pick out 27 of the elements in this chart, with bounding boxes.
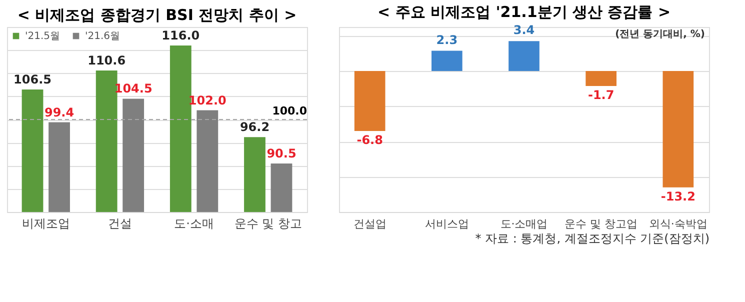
data-label: 90.5 xyxy=(266,146,296,160)
data-label: -13.2 xyxy=(660,189,696,204)
annotation: (전년 동기대비, %) xyxy=(615,29,705,40)
x-tick-label: 외식·숙박업 xyxy=(648,218,708,230)
text: * 자료 : 통계청, 계절조정지수 기준(잠정치) xyxy=(475,232,710,246)
data-label: 110.6 xyxy=(88,53,126,68)
x-tick-label: 도·소매 xyxy=(174,216,214,230)
data-label: 96.2 xyxy=(240,120,270,134)
legend-label: '21.6월 xyxy=(85,31,120,42)
x-tick-label: 건설업 xyxy=(353,218,386,230)
ref-line-label: 100.0 xyxy=(272,104,308,118)
x-tick-label: 비제조업 xyxy=(22,216,70,230)
x-tick-label: 서비스업 xyxy=(424,218,469,230)
x-tick-label: 운수 및 창고 xyxy=(234,216,302,230)
x-tick-label: 운수 및 창고업 xyxy=(564,218,638,230)
data-label: 106.5 xyxy=(14,72,52,86)
data-label: 3.4 xyxy=(513,23,535,38)
x-tick-label: 도·소매업 xyxy=(500,218,548,230)
chart-title: < 주요 비제조업 '21.1분기 생산 증감률 > xyxy=(377,3,671,22)
data-label: 116.0 xyxy=(162,28,200,42)
chart-title: < 비제조업 종합경기 BSI 전망치 추이 > xyxy=(17,6,297,24)
data-label: -1.7 xyxy=(588,88,614,102)
data-label: -6.8 xyxy=(356,132,383,147)
data-label: 2.3 xyxy=(436,32,458,47)
legend-label: '21.5월 xyxy=(25,31,60,42)
x-tick-label: 건설 xyxy=(108,216,132,230)
data-label: 99.4 xyxy=(44,105,74,120)
